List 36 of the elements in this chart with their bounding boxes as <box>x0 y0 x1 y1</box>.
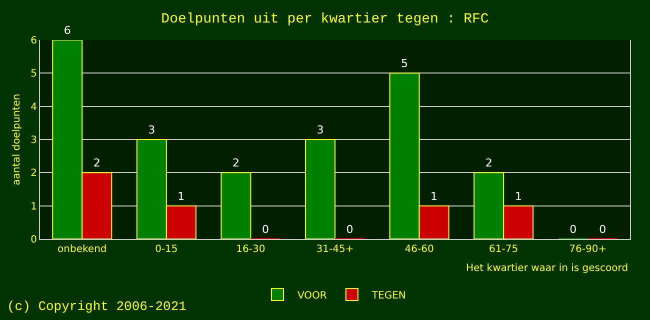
y-tick-label: 0 <box>30 234 37 246</box>
data-label: 2 <box>93 156 100 170</box>
x-tick-label: 31-45+ <box>316 244 354 255</box>
legend-label: VOOR <box>298 290 327 302</box>
data-label: 1 <box>514 190 522 203</box>
chart-title: Doelpunten uit per kwartier tegen : RFC <box>161 12 489 28</box>
x-tick-label: 46-60 <box>404 244 434 255</box>
y-tick-label: 4 <box>30 102 37 113</box>
data-label: 0 <box>262 223 269 236</box>
data-label: 0 <box>346 223 354 236</box>
x-tick-label: 0-15 <box>155 244 178 255</box>
bar <box>305 139 336 239</box>
data-label: 2 <box>232 156 240 170</box>
y-tick-label: 3 <box>30 135 37 146</box>
data-label: 0 <box>599 223 606 236</box>
x-tick-label: 16-30 <box>236 244 266 255</box>
data-label: 2 <box>485 156 492 170</box>
x-tick-label: 76-90+ <box>569 244 607 255</box>
bar <box>220 172 252 239</box>
y-tick-label: 6 <box>30 36 37 46</box>
data-label: 0 <box>570 223 577 236</box>
text: (c) Copyright 2006-2021 <box>7 299 187 314</box>
y-axis-title: aantal doelpunten <box>12 94 23 186</box>
data-label: 6 <box>64 24 71 37</box>
y-tick-label: 5 <box>30 68 37 80</box>
y-tick-label: 1 <box>30 201 37 212</box>
data-label: 5 <box>401 57 408 70</box>
x-tick-label: onbekend <box>58 244 107 255</box>
data-label: 1 <box>178 190 185 203</box>
data-label: 3 <box>316 124 324 136</box>
legend-label: TEGEN <box>370 290 406 302</box>
data-label: 3 <box>148 124 156 136</box>
x-tick-label: 61-75 <box>489 244 518 255</box>
data-label: 1 <box>430 190 438 203</box>
x-axis-title: Het kwartier waar in is gescoord <box>466 263 628 274</box>
y-tick-label: 2 <box>30 168 37 180</box>
